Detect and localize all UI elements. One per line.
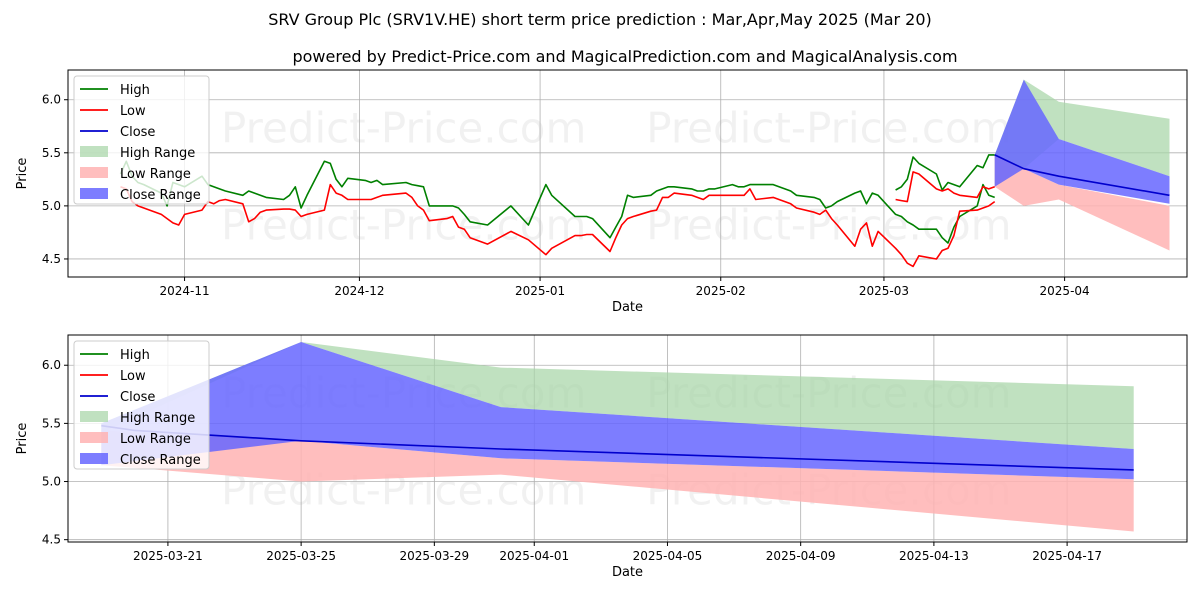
legend-high-range-swatch <box>80 411 108 422</box>
legend-low-range-label: Low Range <box>120 167 191 182</box>
y-tick-label: 4.5 <box>42 252 61 266</box>
close-range-band <box>994 79 1170 204</box>
legend-high-range-swatch <box>80 146 108 157</box>
y-tick-label: 5.0 <box>42 199 61 213</box>
x-tick-label: 2025-03-25 <box>266 549 336 563</box>
x-tick-label: 2024-12 <box>334 284 384 298</box>
legend-low-range-label: Low Range <box>120 432 191 447</box>
x-tick-label: 2024-11 <box>159 284 209 298</box>
x-tick-label: 2025-03-21 <box>133 549 203 563</box>
high-series-line-late <box>895 154 995 191</box>
legend-close-range-swatch <box>80 453 108 464</box>
high-range-band <box>101 342 1134 449</box>
watermark-text: Predict-Price.com <box>221 103 586 152</box>
x-tick-label: 2025-04-09 <box>766 549 836 563</box>
x-tick-label: 2025-04-05 <box>633 549 703 563</box>
legend-high-range-label: High Range <box>120 411 195 426</box>
legend: High Low Close High Range Low Range Close Ran… <box>73 340 210 470</box>
legend-close-label: Close <box>120 125 155 140</box>
legend-low-label: Low <box>120 369 146 384</box>
bottom-panel: Predict-Price.comPredict-Price.comPredic… <box>15 334 1188 580</box>
close-series-line <box>994 154 1170 197</box>
y-axis-label: Price <box>15 423 30 455</box>
y-tick-label: 4.5 <box>42 533 61 547</box>
close-range-band <box>101 342 1134 480</box>
x-tick-label: 2025-03 <box>859 284 909 298</box>
plot-area <box>119 79 1170 268</box>
y-tick-label: 5.5 <box>42 416 61 430</box>
legend-low-range-swatch <box>80 432 108 443</box>
y-tick-label: 5.0 <box>42 475 61 489</box>
low-range-band <box>101 430 1134 532</box>
legend-close-range-label: Close Range <box>120 188 201 203</box>
x-tick-label: 2025-04-17 <box>1032 549 1102 563</box>
high-series-line <box>119 160 995 244</box>
legend: High Low Close High Range Low Range Close Ran… <box>73 75 210 205</box>
y-tick-label: 6.0 <box>42 358 61 372</box>
y-tick-label: 6.0 <box>42 93 61 107</box>
x-axis-label: Date <box>612 300 643 315</box>
axes-frame <box>67 69 1188 278</box>
legend-high-label: High <box>120 348 150 363</box>
legend-close-label: Close <box>120 390 155 405</box>
chart-title: SRV Group Plc (SRV1V.HE) short term pric… <box>268 10 932 29</box>
low-series-line-late <box>895 171 995 203</box>
x-tick-label: 2025-03-29 <box>399 549 469 563</box>
x-tick-label: 2025-01 <box>515 284 565 298</box>
x-tick-label: 2025-02 <box>696 284 746 298</box>
y-axis-label: Price <box>15 158 30 190</box>
chart-subtitle: powered by Predict-Price.com and Magical… <box>292 47 957 66</box>
legend-high-range-label: High Range <box>120 146 195 161</box>
low-series-line <box>120 183 996 268</box>
legend-low-label: Low <box>120 104 146 119</box>
watermark-text: Predict-Price.com <box>646 103 1011 152</box>
y-tick-label: 5.5 <box>42 146 61 160</box>
low-range-band <box>994 154 1170 251</box>
axes-frame <box>67 334 1188 543</box>
legend-high-label: High <box>120 83 150 98</box>
x-tick-label: 2025-04-01 <box>499 549 569 563</box>
x-axis-label: Date <box>612 565 643 580</box>
plot-area <box>101 342 1134 532</box>
x-tick-label: 2025-04 <box>1040 284 1090 298</box>
legend-close-range-swatch <box>80 188 108 199</box>
legend-close-range-label: Close Range <box>120 453 201 468</box>
x-tick-label: 2025-04-13 <box>899 549 969 563</box>
legend-low-range-swatch <box>80 167 108 178</box>
top-panel: Predict-Price.com Predict-Price.comPredic… <box>15 69 1188 315</box>
